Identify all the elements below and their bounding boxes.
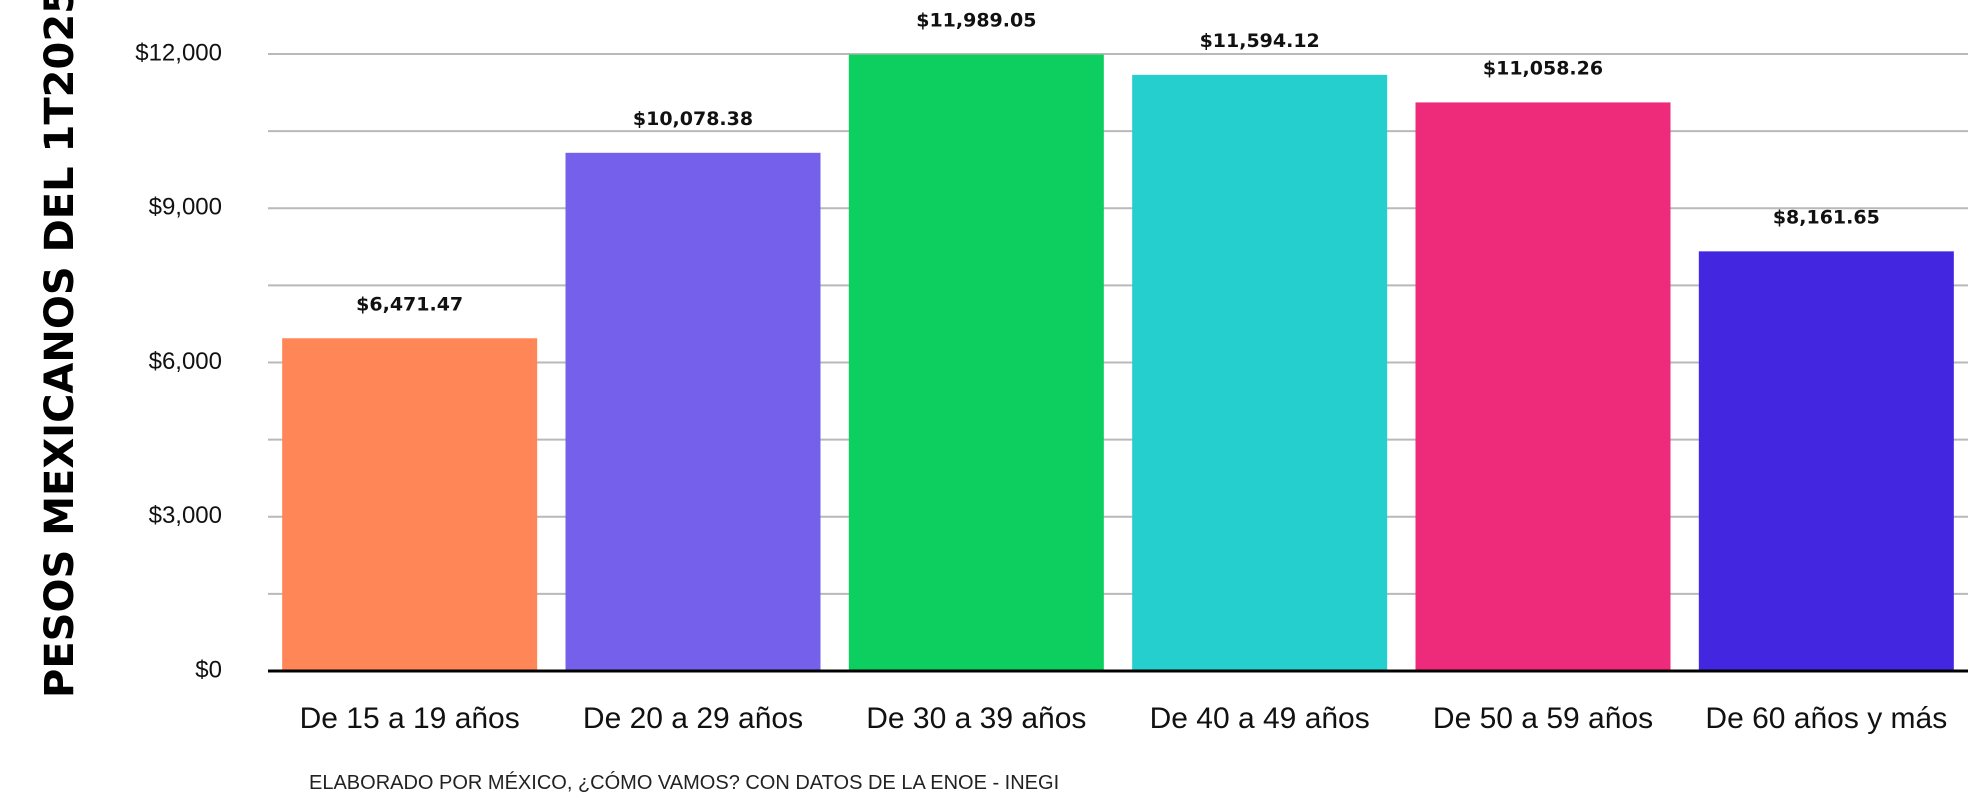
gridlines: [268, 53, 1968, 595]
data-label: $11,989.05: [916, 10, 1036, 32]
y-tick-labels: $0 $3,000 $6,000 $9,000 $12,000: [135, 39, 222, 683]
y-axis-label: PESOS MEXICANOS DEL 1T2025: [37, 0, 83, 698]
category-label: De 15 a 19 años: [300, 702, 520, 735]
category-label: De 30 a 39 años: [866, 702, 1086, 735]
y-tick-label: $9,000: [149, 194, 222, 221]
bar: [848, 54, 1104, 672]
y-tick-label: $3,000: [149, 502, 222, 529]
data-label: $8,161.65: [1773, 206, 1880, 228]
category-labels: De 15 a 19 años De 20 a 29 años De 30 a 39…: [300, 702, 1948, 735]
data-label: $6,471.47: [356, 293, 463, 315]
data-label: $10,078.38: [633, 108, 753, 130]
category-label: De 60 años y más: [1705, 702, 1947, 735]
y-tick-label: $0: [195, 656, 222, 683]
data-label: $11,594.12: [1200, 30, 1320, 52]
bar: [1415, 102, 1671, 671]
category-label: De 50 a 59 años: [1433, 702, 1653, 735]
bar: [282, 338, 538, 671]
bar: [1698, 251, 1954, 671]
bar: [1132, 74, 1388, 671]
source-note: ELABORADO POR MÉXICO, ¿CÓMO VAMOS? CON D…: [309, 771, 1059, 794]
data-labels: $6,471.47 $10,078.38 $11,989.05 $11,594.12 $…: [356, 10, 1880, 316]
category-label: De 20 a 29 años: [583, 702, 803, 735]
y-tick-label: $12,000: [135, 39, 222, 66]
y-tick-label: $6,000: [149, 348, 222, 375]
bar: [565, 152, 821, 672]
category-label: De 40 a 49 años: [1150, 702, 1370, 735]
bars: [282, 54, 1954, 672]
data-label: $11,058.26: [1483, 57, 1603, 79]
